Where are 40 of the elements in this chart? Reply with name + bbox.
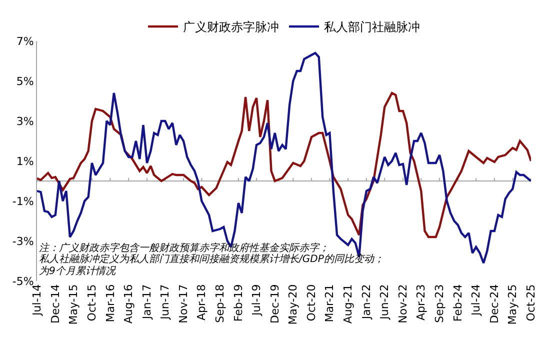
line-series <box>37 52 531 264</box>
x-tick-label: Jan-22 <box>360 284 374 320</box>
y-tick-label: 7% <box>16 34 34 48</box>
y-tick-label: -1% <box>12 194 34 208</box>
x-tick-label: Mar-16 <box>104 284 117 322</box>
x-tick-label: Dec-19 <box>268 284 282 324</box>
x-tick-label: Dec-24 <box>488 284 502 324</box>
x-tick-label: Jan-17 <box>140 284 154 320</box>
x-tick-label: Nov-22 <box>396 284 410 324</box>
x-tick-label: Jul-19 <box>250 284 264 316</box>
x-tick-label: Nov-17 <box>177 284 190 324</box>
legend-label: 广义财政赤字脉冲 <box>183 20 279 34</box>
annotation: 私人社融脉冲定义为私人部门直接和间接融资规模累计增长/GDP的同比变动； <box>39 253 384 265</box>
x-tick-label: May-20 <box>286 284 300 325</box>
x-tick-label: Sep-23 <box>433 284 446 323</box>
x-tick-label: Apr-18 <box>195 284 208 320</box>
line-series <box>37 92 531 238</box>
y-tick-label: 3% <box>16 114 34 128</box>
x-tick-label: Sep-18 <box>214 284 227 323</box>
annotation: 注：广义财政赤字包含一般财政预算赤字和政府性基金实际赤字； <box>39 242 329 254</box>
x-tick-label: Aug-16 <box>122 284 136 324</box>
x-tick-label: Oct-15 <box>86 284 99 322</box>
x-tick-label: Jul-24 <box>470 284 483 316</box>
x-tick-label: Dec-14 <box>48 284 62 324</box>
annotation: 为9个月累计情况 <box>39 265 116 277</box>
x-tick-label: Apr-23 <box>414 284 428 320</box>
x-tick-label: Jun-17 <box>158 284 172 320</box>
legend-label: 私人部门社融脉冲 <box>324 20 420 34</box>
y-tick-label: -3% <box>12 234 34 248</box>
x-tick-label: Feb-19 <box>232 284 246 322</box>
x-tick-label: Mar-21 <box>323 284 336 322</box>
x-tick-label: May-25 <box>506 284 520 325</box>
x-tick-label: Oct-20 <box>305 284 318 322</box>
y-tick-label: 5% <box>16 74 34 88</box>
x-tick-label: Jun-22 <box>378 284 392 320</box>
x-tick-label: Oct-25 <box>524 284 538 322</box>
x-tick-label: Feb-24 <box>451 284 464 322</box>
x-tick-label: Aug-21 <box>342 284 355 324</box>
y-tick-label: 1% <box>16 154 34 168</box>
x-tick-label: May-15 <box>67 284 80 325</box>
